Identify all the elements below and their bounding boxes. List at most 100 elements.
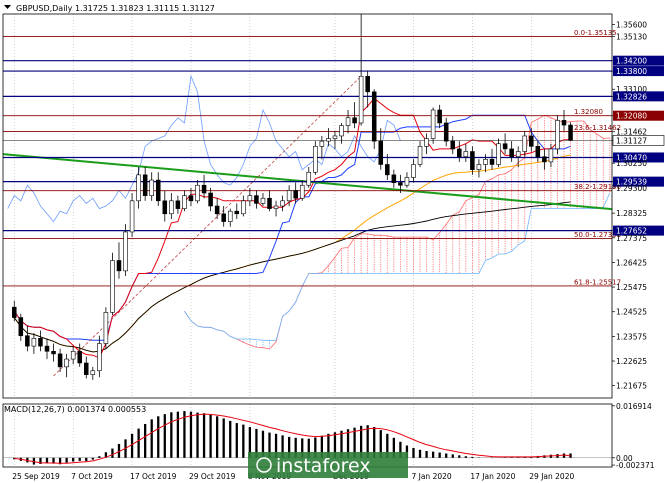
candle-body xyxy=(31,338,37,347)
watermark: instaforex xyxy=(248,452,408,478)
dropdown-triangle-icon[interactable] xyxy=(4,5,11,9)
candle-body xyxy=(273,205,279,209)
ohlc-readout: 1.31725 1.31823 1.31115 1.31127 xyxy=(75,4,215,13)
candle-body xyxy=(123,231,128,272)
candle-body xyxy=(470,151,475,170)
fib-level-label: 1.32080 xyxy=(574,108,603,116)
senkou-span-b-line xyxy=(184,192,611,341)
candle-body xyxy=(110,260,115,313)
candle-body xyxy=(561,120,567,126)
macd-signal-line xyxy=(14,413,571,464)
candle-body xyxy=(404,177,410,186)
candle-body xyxy=(57,353,63,368)
price-axis-box xyxy=(613,176,664,187)
candle-body xyxy=(555,120,560,150)
horizontal-levels: 0.0-1.35135 1.32080 23.6-1.31462 38.2-1.291… xyxy=(3,29,621,286)
candle-body xyxy=(44,345,50,352)
candle-body xyxy=(548,148,554,163)
candle-body xyxy=(358,75,364,124)
price-axis-label: 1.33100 xyxy=(616,85,647,94)
candle-body xyxy=(411,164,416,178)
candle-body xyxy=(496,143,501,165)
senkou-span-a-line xyxy=(184,114,610,350)
candle-body xyxy=(38,338,43,347)
candle-body xyxy=(142,174,148,196)
candle-body xyxy=(515,151,521,158)
candle-body xyxy=(502,143,508,150)
price-axis-label: 1.30250 xyxy=(616,159,647,168)
candle-body xyxy=(188,195,194,202)
date-label: 17 Oct 2019 xyxy=(130,472,177,481)
symbol-label: GBPUSD,Daily xyxy=(16,4,73,13)
price-pane-frame xyxy=(2,13,613,399)
fib-level-label: 50.0-1.27353 xyxy=(574,231,621,239)
date-label: 7 Jan 2020 xyxy=(411,472,451,481)
candle-body xyxy=(169,200,174,215)
macd-panel xyxy=(3,411,612,465)
macd-axis-label: -0.002371 xyxy=(616,461,655,470)
candle-body xyxy=(214,205,220,215)
candle-body xyxy=(483,158,488,165)
candle-body xyxy=(535,146,541,158)
candle-body xyxy=(437,109,442,124)
macd-axis-label: 0.016914 xyxy=(616,402,652,411)
price-axis-label: 1.32080 xyxy=(616,112,647,121)
candle-body xyxy=(542,156,547,163)
candle-body xyxy=(424,138,429,147)
candle-body xyxy=(280,200,285,207)
candle-body xyxy=(162,200,168,215)
candle-body xyxy=(83,362,89,375)
candle-body xyxy=(489,158,495,165)
fib-level-label: 38.2-1.29190 xyxy=(574,183,621,191)
candle-body xyxy=(345,117,351,126)
candle-body xyxy=(391,174,397,183)
candle-body xyxy=(365,75,370,93)
price-axis-label: 1.35600 xyxy=(616,20,647,29)
price-axis-label: 1.25475 xyxy=(616,283,647,292)
candle-body xyxy=(129,200,135,233)
candle-body xyxy=(332,135,338,139)
candle-body xyxy=(371,91,377,142)
price-axis-label: 1.24525 xyxy=(616,308,647,317)
price-axis-box xyxy=(613,225,664,236)
candle-body xyxy=(155,179,161,202)
date-label: 29 Jan 2020 xyxy=(529,472,574,481)
candle-body xyxy=(385,164,390,176)
candle-body xyxy=(522,135,528,152)
candle-body xyxy=(313,146,318,173)
macd-axis-label: 0.00 xyxy=(616,454,633,463)
chart-header: GBPUSD,Daily 1.31725 1.31823 1.31115 1.3… xyxy=(16,4,215,13)
candle-body xyxy=(77,350,82,364)
candle-body xyxy=(25,335,30,347)
candle-body xyxy=(149,179,154,196)
candle-body xyxy=(247,195,253,202)
candle-body xyxy=(175,200,181,209)
price-axis-label: 1.21675 xyxy=(616,382,647,391)
candle-body xyxy=(90,370,96,375)
ma-black-line xyxy=(13,201,571,353)
candle-body xyxy=(18,317,24,337)
candle-body xyxy=(51,350,56,355)
price-axis-label: 1.27652 xyxy=(616,227,647,236)
candle-body xyxy=(227,210,233,222)
candle-body xyxy=(286,190,292,202)
date-label: 25 Sep 2019 xyxy=(12,472,60,481)
date-label: 7 Oct 2019 xyxy=(71,472,113,481)
current-price-box xyxy=(612,135,665,146)
candle-body xyxy=(260,197,266,204)
price-axis-label: 1.34200 xyxy=(616,57,647,66)
candle-body xyxy=(103,312,109,344)
watermark-logo-icon xyxy=(256,457,272,473)
candle-body xyxy=(254,195,259,204)
candle-body xyxy=(306,171,312,186)
fib-level-label: 0.0-1.35135 xyxy=(574,29,617,37)
candle-body xyxy=(417,146,423,165)
candle-body xyxy=(116,260,122,272)
candle-body xyxy=(326,138,331,142)
price-axis-box xyxy=(613,66,664,77)
price-axis-label: 1.29300 xyxy=(616,184,647,193)
candles xyxy=(12,37,573,380)
candle-body xyxy=(136,174,141,202)
